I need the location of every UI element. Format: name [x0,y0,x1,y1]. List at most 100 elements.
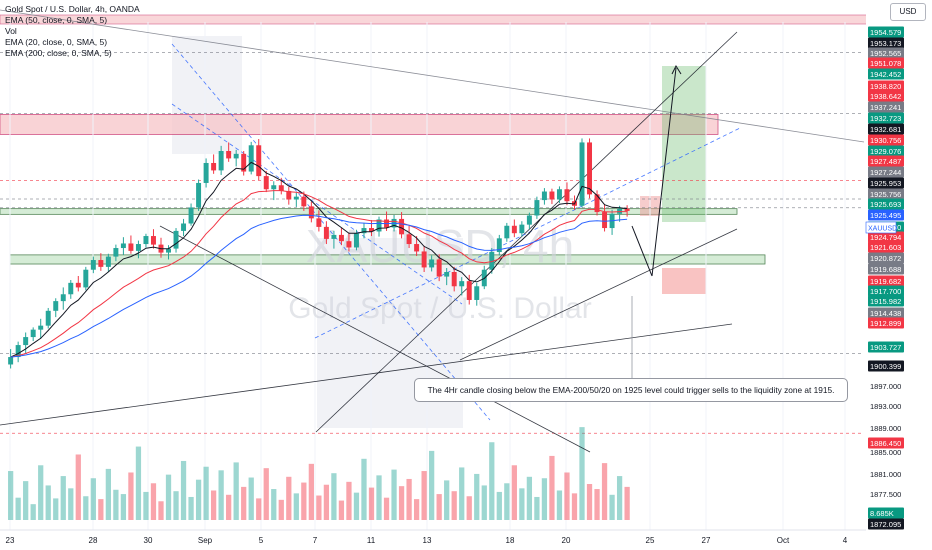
candle[interactable] [60,287,66,310]
candle[interactable] [203,158,209,188]
price-label[interactable]: 1881.000 [870,470,901,479]
candle[interactable] [15,341,21,363]
candle[interactable] [53,298,59,318]
candle[interactable] [128,235,134,254]
candle[interactable] [83,266,89,291]
indicator-ema50[interactable]: EMA (50, close, 0, SMA, 5) [5,15,108,25]
price-label[interactable]: 1925.693 [868,198,904,210]
ema50-line[interactable] [10,214,628,358]
price-label[interactable]: 1924.794 [868,231,904,243]
price-label[interactable]: 1951.078 [868,57,904,69]
candle[interactable] [218,145,224,175]
candle[interactable] [556,186,562,203]
trend-line[interactable] [314,127,741,339]
candle[interactable] [451,266,457,292]
trend-line[interactable] [159,225,591,453]
trend-line[interactable] [0,323,733,426]
price-label[interactable]: 1914.438 [868,307,904,319]
price-label[interactable]: 1872.095 [868,518,904,530]
trend-line[interactable] [171,43,491,421]
candle[interactable] [459,277,465,296]
candle[interactable] [602,204,608,232]
candle[interactable] [38,318,44,339]
candle[interactable] [436,254,442,282]
candle[interactable] [241,150,247,176]
date-range-shade[interactable] [172,36,242,154]
candle[interactable] [105,253,111,272]
price-label[interactable]: 1925.495 [868,209,904,221]
candle[interactable] [346,232,352,252]
price-label[interactable]: 1900.399 [868,360,904,372]
price-label[interactable]: 1932.723 [868,112,904,124]
candle[interactable] [444,268,450,286]
price-label[interactable]: 1925.953 [868,177,904,189]
price-label[interactable]: 1932.681 [868,123,904,135]
price-label[interactable]: 1921.603 [868,241,904,253]
currency-button[interactable]: USD [890,3,926,21]
price-label[interactable]: 1886.450 [868,437,904,449]
candle[interactable] [316,210,322,232]
price-label[interactable]: 1915.982 [868,295,904,307]
candle[interactable] [399,212,405,239]
candle[interactable] [120,237,126,255]
trend-line[interactable] [0,9,865,143]
candle[interactable] [489,248,495,274]
candle[interactable] [308,201,314,223]
price-label[interactable]: 1929.076 [868,145,904,157]
candle[interactable] [624,205,630,217]
candle[interactable] [150,229,156,249]
price-label[interactable]: 1920.872 [868,252,904,264]
candle[interactable] [414,236,420,257]
price-label[interactable]: 1953.173 [868,37,904,49]
price-label[interactable]: 1937.241 [868,101,904,113]
candle[interactable] [429,255,435,272]
candle[interactable] [376,216,382,237]
candle[interactable] [211,154,217,174]
projection-path[interactable] [631,67,677,277]
candle[interactable] [248,141,254,175]
price-label[interactable]: 1903.727 [868,341,904,353]
price-label[interactable]: 1917.700 [868,285,904,297]
price-label[interactable]: 1877.500 [870,490,901,499]
candle[interactable] [338,228,344,246]
candle[interactable] [8,349,14,369]
candle[interactable] [406,225,412,249]
indicator-volume[interactable]: Vol [5,26,17,36]
price-label[interactable]: 1889.000 [870,424,901,433]
price-label[interactable]: 1952.565 [868,47,904,59]
candle[interactable] [549,188,555,205]
candle[interactable] [421,245,427,273]
candle[interactable] [293,192,299,207]
candle[interactable] [579,138,585,208]
trend-line[interactable] [459,228,738,361]
candle[interactable] [474,282,480,306]
candle[interactable] [188,203,194,226]
price-label[interactable]: 1897.000 [870,382,901,391]
candle[interactable] [113,244,119,262]
candle[interactable] [135,240,141,259]
candle[interactable] [301,191,307,211]
price-label[interactable]: 8.685K [868,507,904,519]
price-label[interactable]: 1919.682 [868,275,904,287]
price-label[interactable]: 1919.688 [868,263,904,275]
candle[interactable] [30,327,36,342]
ema200-line[interactable] [10,190,628,358]
candle[interactable] [511,219,517,238]
candle[interactable] [594,190,600,216]
zone-top-band[interactable] [0,14,901,25]
price-label[interactable]: 1885.000 [870,448,901,457]
candle[interactable] [226,142,232,162]
price-label[interactable]: 1930.756 [868,134,904,146]
zone-supply[interactable] [0,114,719,135]
candle[interactable] [233,149,239,167]
candle[interactable] [519,221,525,237]
candle[interactable] [166,245,171,260]
ema20-line[interactable] [10,161,628,358]
candle[interactable] [98,253,104,271]
price-label[interactable]: 1925.756 [868,188,904,200]
price-label[interactable]: 1942.452 [868,68,904,80]
candle[interactable] [369,220,374,237]
candle[interactable] [564,182,570,206]
zone-ema_zone[interactable] [0,208,738,215]
